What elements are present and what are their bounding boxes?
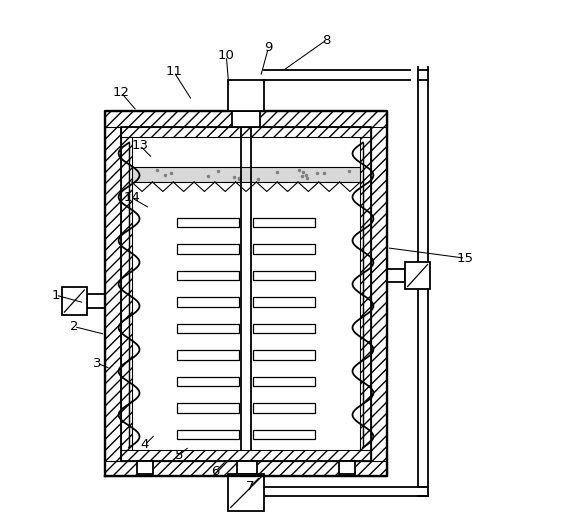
Bar [177, 271, 239, 280]
Bar [405, 262, 430, 289]
Bar [253, 244, 315, 253]
Bar [121, 450, 371, 461]
Text: 3: 3 [93, 357, 102, 370]
Text: 6: 6 [211, 465, 220, 477]
Text: 4: 4 [141, 438, 149, 451]
Text: 14: 14 [123, 191, 140, 204]
Bar [177, 244, 239, 253]
Bar [253, 324, 315, 333]
Text: 5: 5 [175, 449, 183, 462]
Bar [371, 111, 387, 476]
Bar [131, 167, 360, 182]
Bar [137, 461, 152, 474]
Text: 12: 12 [113, 86, 130, 99]
Bar [237, 461, 256, 474]
Bar [253, 430, 315, 439]
Text: 2: 2 [69, 320, 78, 333]
Bar [387, 269, 405, 282]
Bar [232, 111, 260, 127]
Bar [177, 350, 239, 359]
Bar [177, 297, 239, 307]
Bar [105, 461, 387, 476]
Text: 1: 1 [51, 289, 60, 301]
Bar [228, 474, 265, 511]
Bar [121, 127, 131, 461]
Text: 10: 10 [218, 50, 235, 62]
Text: 8: 8 [322, 34, 331, 46]
Bar [253, 271, 315, 280]
Bar [228, 80, 264, 111]
Bar [253, 350, 315, 359]
Bar [177, 324, 239, 333]
Bar [121, 127, 371, 138]
Text: 11: 11 [165, 65, 182, 78]
Bar [87, 295, 105, 308]
Bar [177, 377, 239, 386]
Bar [253, 218, 315, 227]
Text: 9: 9 [264, 42, 273, 54]
Bar [105, 111, 387, 127]
Text: 7: 7 [246, 481, 254, 493]
Bar [253, 297, 315, 307]
Bar [177, 430, 239, 439]
Text: 13: 13 [131, 139, 148, 152]
Bar [253, 377, 315, 386]
Bar [62, 287, 87, 315]
Bar [177, 218, 239, 227]
Bar [105, 111, 121, 476]
Bar [360, 127, 371, 461]
Text: 15: 15 [457, 252, 474, 265]
Bar [339, 461, 355, 474]
Bar [177, 403, 239, 413]
Bar [253, 403, 315, 413]
